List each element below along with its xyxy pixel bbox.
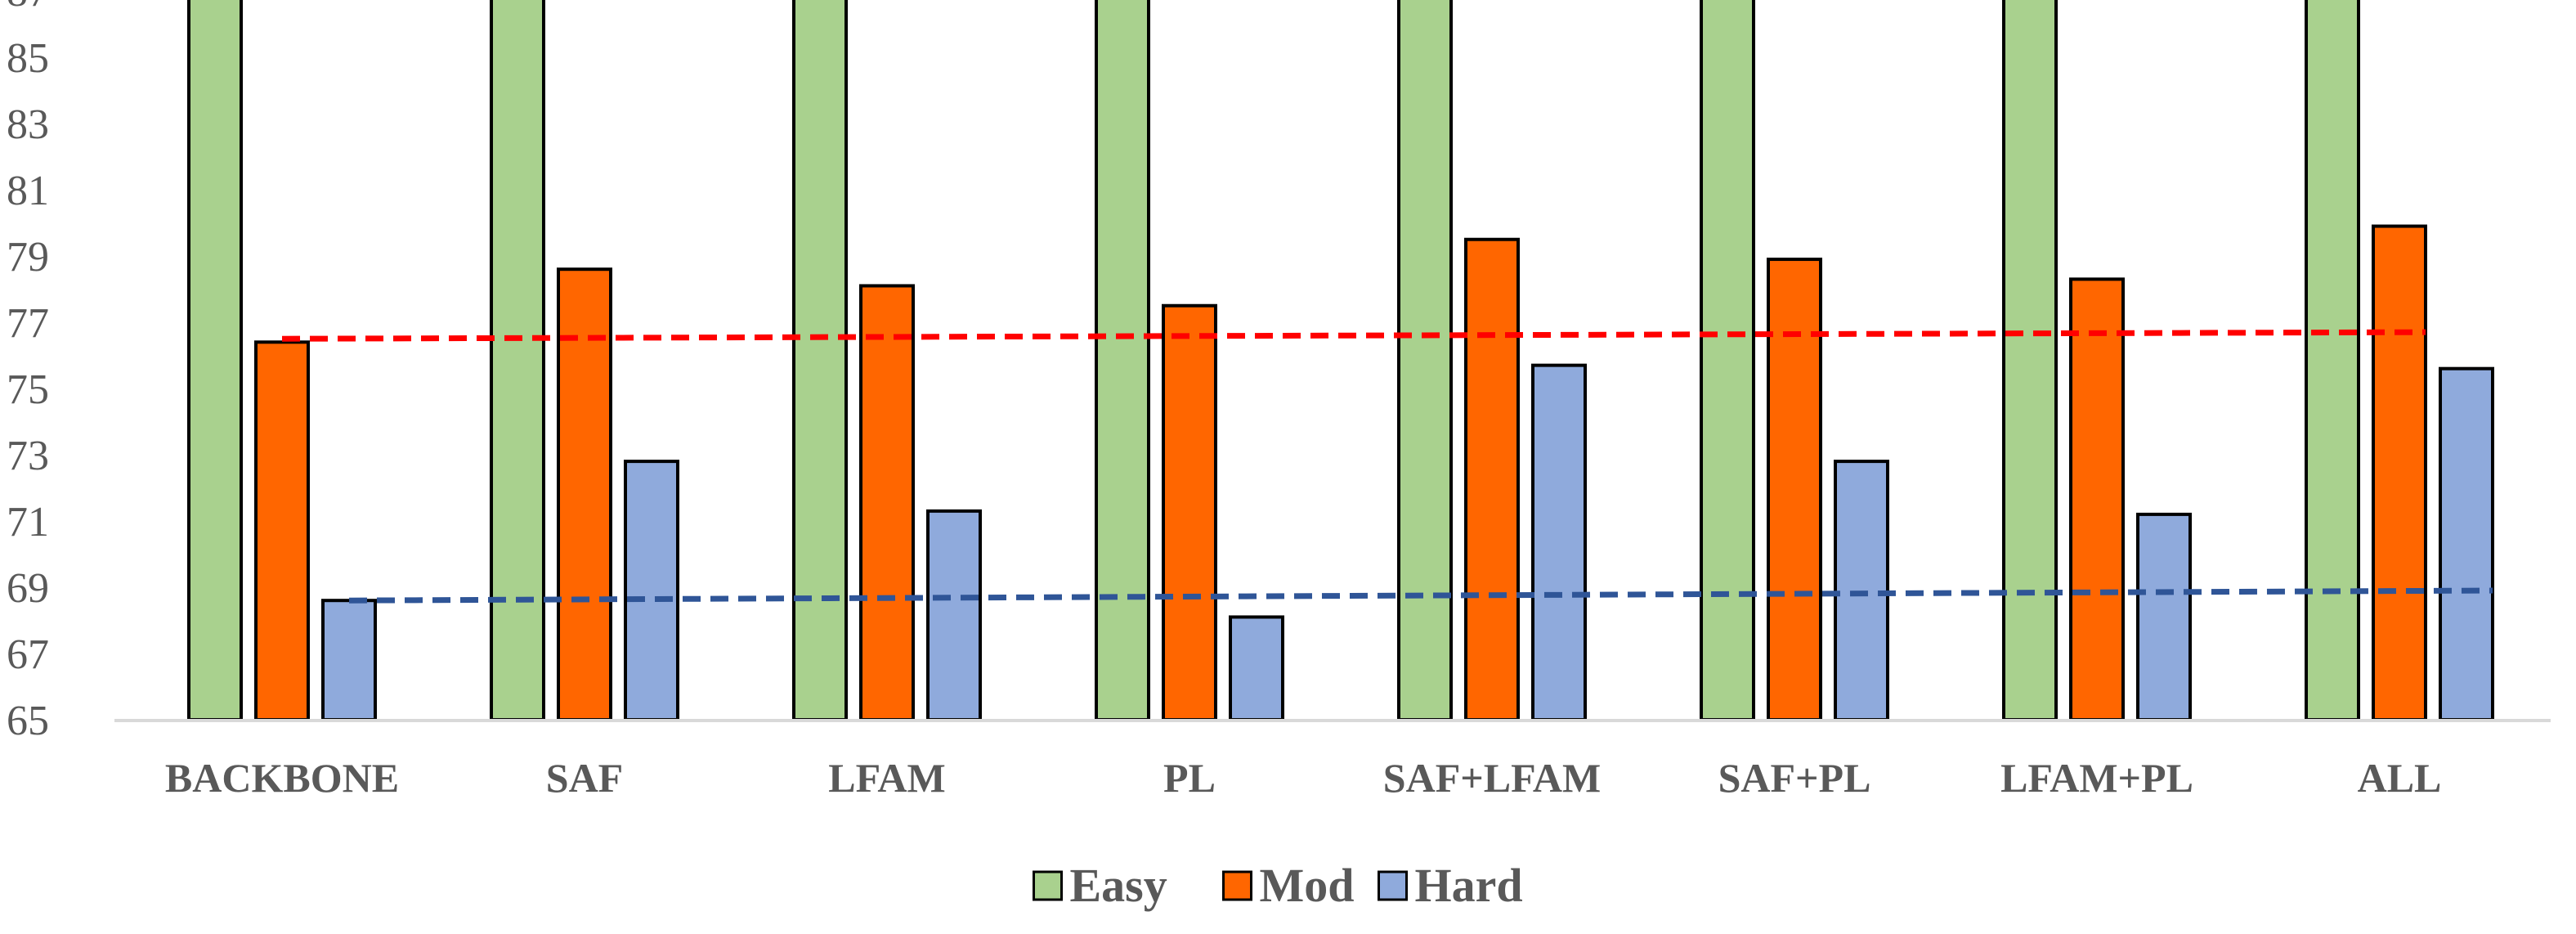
x-category-label: BACKBONE xyxy=(165,755,399,801)
bar-easy-lfam xyxy=(792,0,848,722)
y-tick-label: 85 xyxy=(7,35,49,82)
y-tick-label: 75 xyxy=(7,366,49,413)
legend-swatch-hard xyxy=(1378,870,1408,901)
bar-easy-all xyxy=(2305,0,2360,721)
bar-mod-lfam-pl xyxy=(2069,277,2125,722)
bar-hard-lfam xyxy=(926,509,982,721)
x-category-label: LFAM xyxy=(828,755,945,801)
bar-mod-saf-pl xyxy=(1767,258,1822,721)
bar-easy-pl xyxy=(1095,0,1150,722)
bar-easy-saf-lfam xyxy=(1397,0,1453,721)
y-tick-label: 65 xyxy=(7,698,49,744)
legend-label-hard: Hard xyxy=(1415,859,1523,912)
bar-mod-saf xyxy=(557,267,612,721)
bar-easy-saf xyxy=(490,0,545,721)
y-tick-label: 81 xyxy=(7,168,49,214)
bar-hard-pl xyxy=(1229,615,1284,722)
y-tick-label: 79 xyxy=(7,234,49,281)
trendline-hard xyxy=(348,587,2493,604)
y-tick-label: 73 xyxy=(7,433,49,479)
x-category-label: SAF+LFAM xyxy=(1383,755,1601,801)
legend-swatch-mod xyxy=(1222,870,1252,901)
bar-hard-backbone xyxy=(321,599,377,722)
y-axis-ticks: 65676971737577798183858789 xyxy=(7,0,49,744)
bar-mod-backbone xyxy=(254,340,310,721)
legend-label-easy: Easy xyxy=(1070,859,1167,912)
y-tick-label: 69 xyxy=(7,565,49,612)
bar-hard-saf xyxy=(624,460,679,721)
legend-swatch-easy xyxy=(1033,870,1063,901)
bars-group xyxy=(187,0,2494,722)
y-tick-label: 87 xyxy=(7,0,49,16)
bar-mod-lfam xyxy=(859,284,915,721)
bar-hard-saf-lfam xyxy=(1531,363,1587,721)
x-category-label: ALL xyxy=(2358,755,2442,801)
x-category-label: LFAM+PL xyxy=(2000,755,2193,801)
x-axis-labels: BACKBONE SAF LFAM PL SAF+LFAM SAF+PL LFAM+PL AL… xyxy=(165,755,2441,801)
bar-mod-all xyxy=(2372,224,2427,721)
trendline-mod xyxy=(281,329,2426,342)
legend: Easy Mod Hard xyxy=(1033,859,1523,912)
x-category-label: PL xyxy=(1163,755,1216,801)
y-tick-label: 83 xyxy=(7,101,49,148)
x-category-label: SAF xyxy=(546,755,623,801)
legend-label-mod: Mod xyxy=(1260,859,1355,912)
bar-hard-all xyxy=(2439,366,2494,721)
bar-easy-saf-pl xyxy=(1700,0,1755,721)
x-category-label: SAF+PL xyxy=(1718,755,1871,801)
bar-easy-backbone xyxy=(187,0,243,722)
bar-mod-saf-lfam xyxy=(1464,237,1520,721)
trendlines-group xyxy=(281,329,2493,604)
bar-easy-lfam-pl xyxy=(2002,0,2058,721)
y-tick-label: 71 xyxy=(7,499,49,546)
y-tick-label: 67 xyxy=(7,631,49,678)
bar-hard-lfam-pl xyxy=(2136,512,2192,722)
bar-mod-pl xyxy=(1162,303,1217,721)
y-tick-label: 77 xyxy=(7,300,49,347)
